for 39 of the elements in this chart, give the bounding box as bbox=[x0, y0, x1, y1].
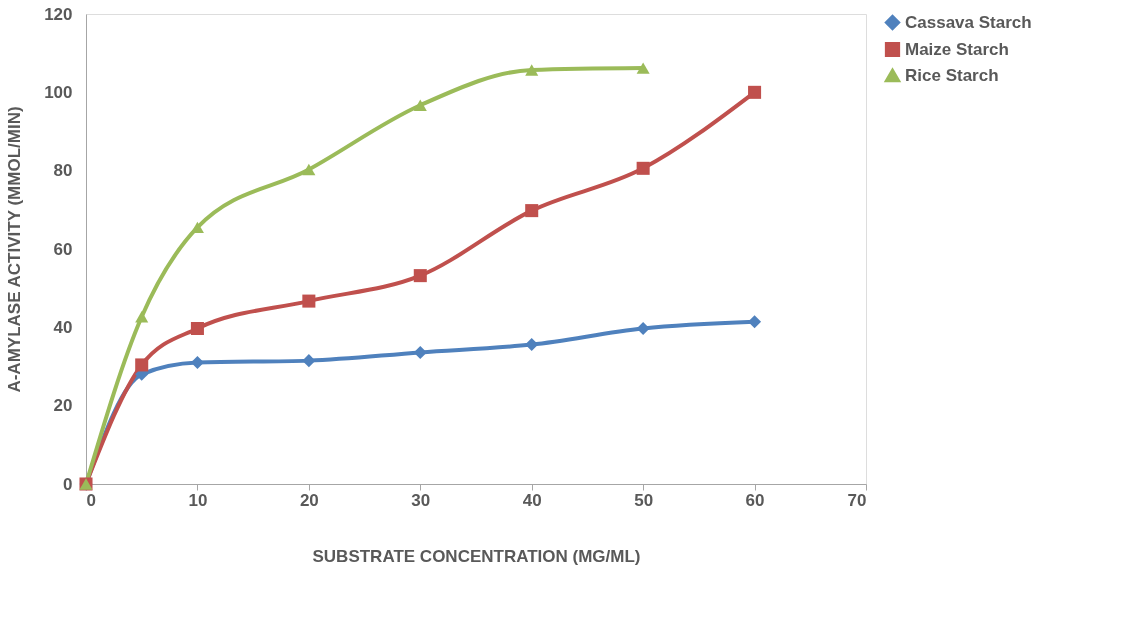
point bbox=[135, 311, 149, 323]
x-tick-label: 20 bbox=[299, 490, 319, 510]
point bbox=[525, 338, 539, 352]
x-tick-label: 60 bbox=[745, 490, 765, 510]
y-tick-label: 60 bbox=[53, 239, 73, 259]
y-tick-label: 100 bbox=[44, 82, 73, 102]
legend-label: Rice Starch bbox=[905, 65, 999, 85]
y-tick-label: 40 bbox=[53, 317, 73, 337]
legend-label: Maize Starch bbox=[905, 39, 1009, 59]
point bbox=[636, 321, 650, 336]
x-tick-label: 30 bbox=[411, 490, 431, 510]
point bbox=[748, 85, 762, 99]
point bbox=[135, 358, 149, 372]
point bbox=[636, 161, 650, 175]
point bbox=[302, 163, 316, 176]
y-tick-label: 120 bbox=[44, 4, 73, 24]
y-tick-label: 0 bbox=[63, 474, 73, 494]
x-axis-title: SUBSTRATE CONCENTRATION (MG/ML) bbox=[312, 546, 641, 566]
point bbox=[525, 204, 539, 218]
y-tick-label: 20 bbox=[53, 396, 73, 416]
point bbox=[302, 294, 316, 308]
legend-label: Cassava Starch bbox=[905, 12, 1032, 32]
x-tick-label: 0 bbox=[86, 490, 96, 510]
point bbox=[525, 64, 539, 76]
point bbox=[413, 345, 427, 359]
point bbox=[302, 354, 316, 368]
point bbox=[190, 356, 204, 370]
x-tick-label: 70 bbox=[847, 490, 867, 510]
point bbox=[413, 269, 427, 283]
point bbox=[190, 321, 204, 336]
y-axis-title: A-AMYLASE ACTIVITY (MMOL/MIN) bbox=[5, 106, 25, 393]
point bbox=[748, 315, 762, 329]
x-tick-label: 40 bbox=[522, 490, 542, 510]
y-tick-label: 80 bbox=[53, 161, 73, 181]
x-tick-label: 10 bbox=[188, 490, 208, 510]
point bbox=[190, 221, 204, 234]
x-tick-label: 50 bbox=[634, 490, 654, 510]
point bbox=[636, 62, 650, 74]
point bbox=[413, 99, 427, 111]
